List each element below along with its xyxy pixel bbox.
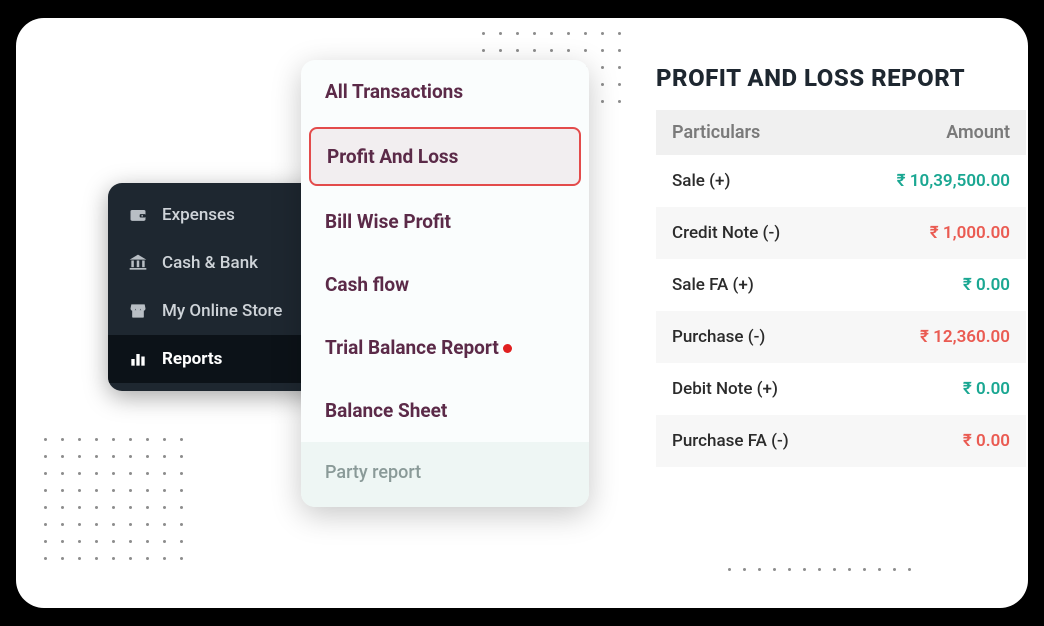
column-header-particulars: Particulars: [672, 122, 760, 143]
dropdown-item-label: Bill Wise Profit: [325, 210, 451, 233]
dropdown-item-balance-sheet[interactable]: Balance Sheet: [301, 379, 589, 442]
column-header-amount: Amount: [946, 122, 1010, 143]
dropdown-item-trial-balance[interactable]: Trial Balance Report: [301, 316, 589, 379]
row-amount: ₹ 12,360.00: [920, 327, 1010, 347]
dropdown-item-all-transactions[interactable]: All Transactions: [301, 60, 589, 123]
row-amount: ₹ 0.00: [963, 275, 1010, 295]
dropdown-item-label: Cash flow: [325, 273, 409, 296]
row-amount: ₹ 1,000.00: [930, 223, 1010, 243]
card: Expenses Cash & Bank My Online Store Rep…: [16, 18, 1028, 608]
dot-grid-left: [44, 438, 183, 560]
dropdown-item-cash-flow[interactable]: Cash flow: [301, 253, 589, 316]
report-table-body: Sale (+) ₹ 10,39,500.00 Credit Note (-) …: [656, 155, 1026, 467]
row-label: Purchase FA (-): [672, 431, 789, 451]
row-label: Purchase (-): [672, 327, 765, 347]
sidebar-item-label: Cash & Bank: [162, 253, 258, 273]
row-amount: ₹ 0.00: [963, 431, 1010, 451]
row-label: Credit Note (-): [672, 223, 780, 243]
row-amount: ₹ 0.00: [963, 379, 1010, 399]
dropdown-item-label: Trial Balance Report: [325, 336, 499, 359]
store-icon: [128, 301, 148, 321]
table-row: Purchase FA (-) ₹ 0.00: [656, 415, 1026, 467]
dropdown-item-label: Profit And Loss: [327, 145, 458, 168]
dropdown-footer-label: Party report: [325, 462, 421, 483]
report-table-header: Particulars Amount: [656, 110, 1026, 155]
sidebar-item-label: My Online Store: [162, 301, 282, 321]
dropdown-item-profit-loss[interactable]: Profit And Loss: [309, 127, 581, 186]
row-label: Sale FA (+): [672, 275, 754, 295]
dropdown-item-label: Balance Sheet: [325, 399, 447, 422]
dropdown-item-label: All Transactions: [325, 80, 463, 103]
reports-dropdown: All Transactions Profit And Loss Bill Wi…: [301, 60, 589, 507]
dropdown-footer-party-report[interactable]: Party report: [301, 442, 589, 507]
wallet-icon: [128, 205, 148, 225]
report-title: PROFIT AND LOSS REPORT: [656, 64, 1026, 92]
profit-loss-report: PROFIT AND LOSS REPORT Particulars Amoun…: [656, 64, 1026, 467]
table-row: Credit Note (-) ₹ 1,000.00: [656, 207, 1026, 259]
sidebar-item-label: Expenses: [162, 205, 235, 225]
row-label: Sale (+): [672, 171, 730, 191]
bars-icon: [128, 349, 148, 369]
table-row: Debit Note (+) ₹ 0.00: [656, 363, 1026, 415]
table-row: Sale FA (+) ₹ 0.00: [656, 259, 1026, 311]
new-indicator-icon: [503, 344, 512, 353]
dot-row-bottom: [728, 568, 911, 571]
table-row: Purchase (-) ₹ 12,360.00: [656, 311, 1026, 363]
row-label: Debit Note (+): [672, 379, 778, 399]
dropdown-item-bill-wise-profit[interactable]: Bill Wise Profit: [301, 190, 589, 253]
row-amount: ₹ 10,39,500.00: [897, 171, 1010, 191]
bank-icon: [128, 253, 148, 273]
table-row: Sale (+) ₹ 10,39,500.00: [656, 155, 1026, 207]
sidebar-item-label: Reports: [162, 349, 222, 369]
